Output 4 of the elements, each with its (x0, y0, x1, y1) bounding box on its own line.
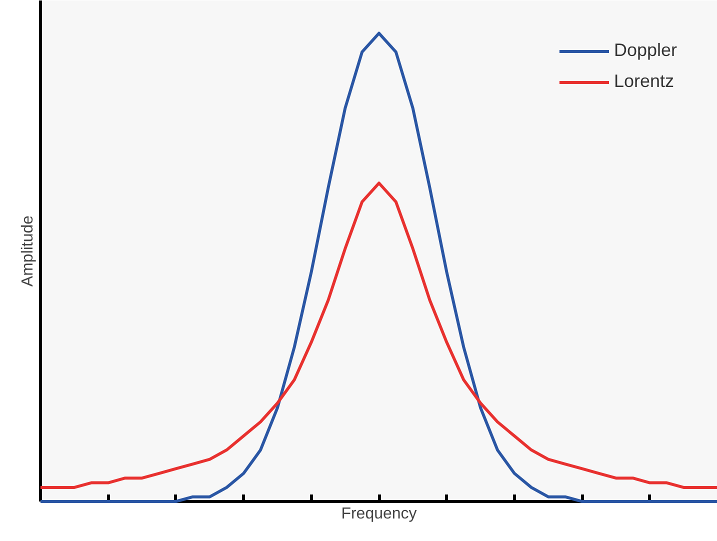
legend-label: Doppler (614, 40, 677, 61)
legend-label: Lorentz (614, 71, 674, 92)
x-axis-title: Frequency (341, 506, 417, 522)
y-axis-title: Amplitude (20, 215, 36, 287)
